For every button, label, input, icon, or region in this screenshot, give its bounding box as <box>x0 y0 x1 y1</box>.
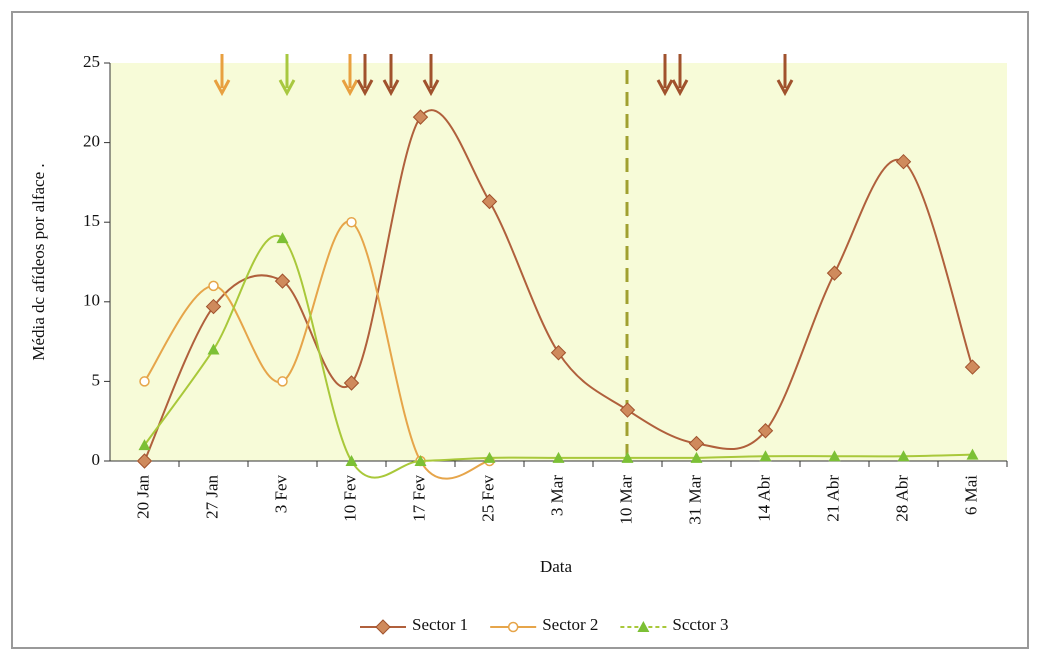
data-point <box>346 216 357 228</box>
x-tick-label: 20 Jan <box>133 475 152 519</box>
data-point <box>345 455 358 466</box>
x-tick-label: 25 Fev <box>478 475 497 522</box>
x-axis-title: Data <box>540 557 573 576</box>
y-tick-label: 5 <box>92 370 101 389</box>
data-point <box>550 345 567 361</box>
x-tick-label: 31 Mar <box>685 475 704 525</box>
event-arrow-head <box>382 79 400 97</box>
y-axis-title: Média dc afídeos por alface . <box>29 163 48 360</box>
data-point <box>483 451 496 463</box>
legend-label: Sector 1 <box>412 615 468 634</box>
event-arrow-head <box>213 79 231 97</box>
legend-label: Sector 2 <box>542 615 598 634</box>
x-tick-label: 10 Fev <box>340 475 359 522</box>
series-line <box>143 234 973 479</box>
data-point <box>205 298 222 315</box>
event-arrow-head <box>278 79 296 97</box>
y-tick-label: 20 <box>83 132 100 151</box>
x-tick-label: 17 Fev <box>409 475 428 522</box>
x-tick-label: 3 Mar <box>547 475 566 516</box>
y-tick-label: 15 <box>83 211 100 230</box>
legend-marker <box>375 619 391 635</box>
data-point <box>481 193 498 210</box>
data-point <box>552 451 565 463</box>
event-arrow-head <box>356 79 374 97</box>
x-tick-label: 28 Abr <box>892 475 911 522</box>
legend-label: Scctor 3 <box>672 615 728 634</box>
data-point <box>621 451 634 463</box>
data-point <box>412 109 429 125</box>
data-point <box>277 376 288 387</box>
event-arrow-head <box>341 79 359 97</box>
y-tick-label: 10 <box>83 291 100 310</box>
legend-marker <box>507 621 519 633</box>
data-point <box>136 453 153 469</box>
event-arrow-head <box>422 79 440 97</box>
data-point <box>688 435 705 452</box>
data-point <box>690 451 703 463</box>
legend-marker <box>637 621 650 632</box>
data-point <box>139 376 150 387</box>
data-point <box>828 450 841 462</box>
event-arrow-head <box>776 79 794 97</box>
data-point <box>895 153 912 170</box>
x-tick-label: 14 Abr <box>754 475 773 522</box>
data-point <box>964 359 981 375</box>
data-point <box>208 280 219 292</box>
data-point <box>207 343 220 355</box>
y-tick-label: 0 <box>92 450 101 469</box>
x-tick-label: 3 Fev <box>271 475 290 514</box>
event-arrow-head <box>671 79 689 97</box>
data-point <box>966 448 979 460</box>
data-point <box>138 439 151 451</box>
data-point <box>276 232 289 244</box>
data-point <box>759 450 772 462</box>
x-tick-label: 27 Jan <box>202 475 221 519</box>
x-tick-label: 6 Mai <box>961 475 980 515</box>
data-point <box>414 455 427 466</box>
data-point <box>274 273 291 289</box>
data-point <box>343 375 360 391</box>
x-tick-label: 10 Mar <box>616 475 635 525</box>
x-tick-label: 21 Abr <box>823 475 842 522</box>
event-arrow-head <box>656 79 674 97</box>
data-point <box>826 265 843 281</box>
y-tick-label: 25 <box>83 52 100 71</box>
data-point <box>619 402 636 418</box>
data-point <box>757 423 774 439</box>
data-point <box>897 450 910 462</box>
plot-area <box>110 63 1007 461</box>
event-arrows <box>213 54 794 97</box>
